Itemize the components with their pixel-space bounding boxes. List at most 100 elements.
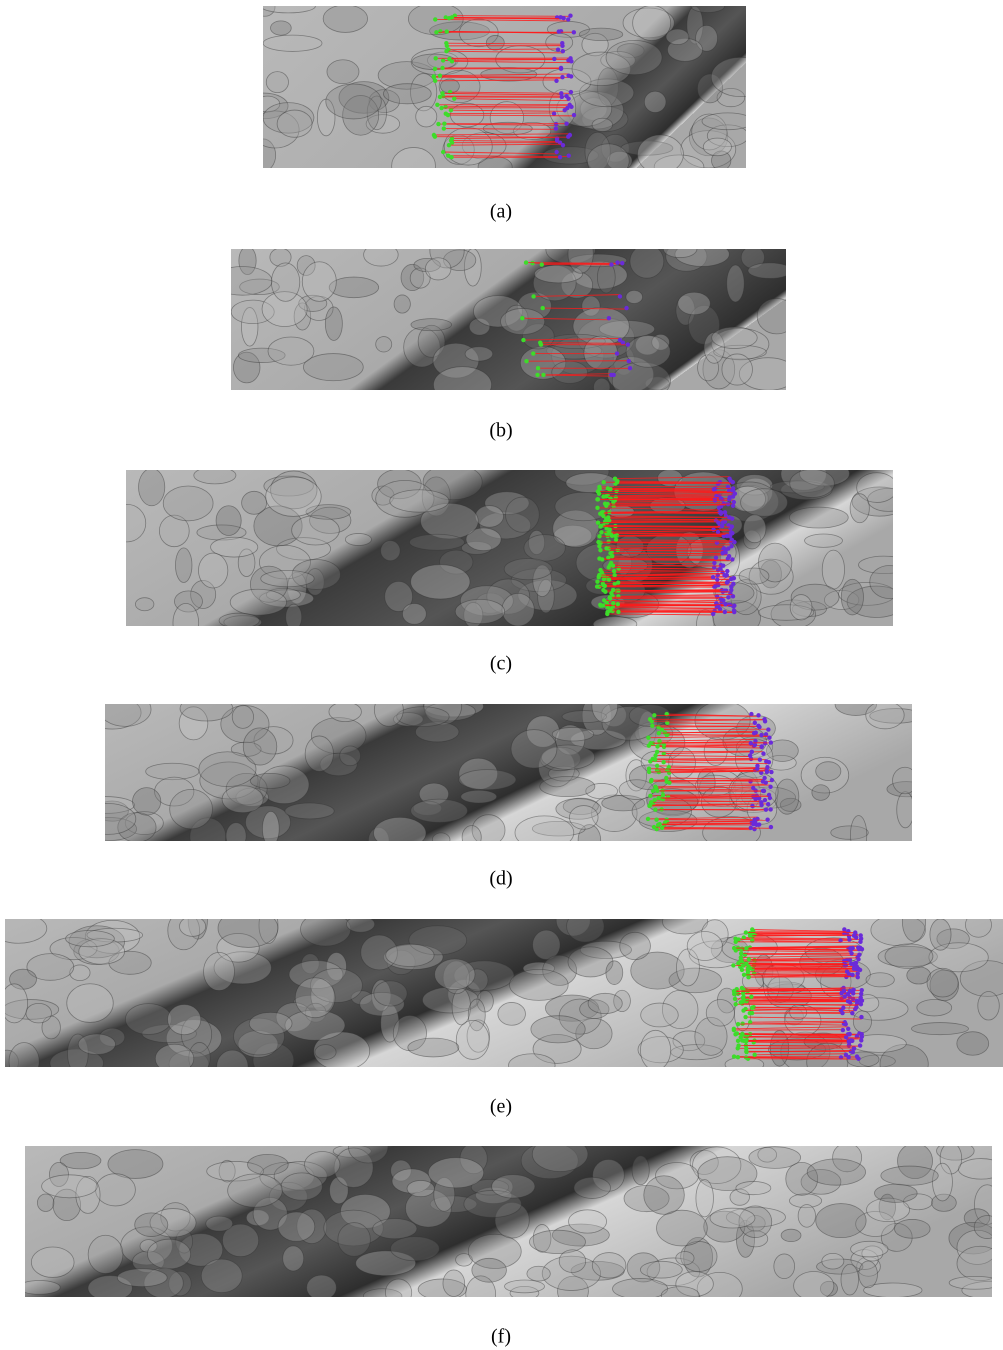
grain — [242, 491, 267, 514]
keypoint-left — [607, 595, 611, 599]
keypoint-left — [595, 506, 599, 510]
keypoint-right — [731, 594, 735, 598]
keypoint-right — [748, 753, 752, 757]
grain — [616, 536, 644, 558]
keypoint-right — [723, 610, 727, 614]
keypoint-left — [597, 534, 601, 538]
grain — [444, 128, 492, 165]
keypoint-left — [612, 573, 616, 577]
grain — [927, 968, 958, 997]
keypoint-left — [732, 1054, 736, 1058]
grain — [676, 1252, 694, 1265]
grain — [175, 548, 192, 583]
keypoint-left — [603, 590, 607, 594]
grain — [391, 1237, 440, 1261]
keypoint-right — [847, 1032, 851, 1036]
micrograph-panel — [0, 901, 1003, 1083]
grain — [385, 1279, 411, 1306]
grain — [748, 263, 792, 279]
keypoint-left — [608, 487, 612, 491]
keypoint-left — [653, 753, 657, 757]
grain — [569, 806, 598, 830]
grain — [812, 785, 830, 801]
grain — [540, 776, 595, 796]
keypoint-right — [715, 541, 719, 545]
grain — [295, 978, 335, 1018]
keypoint-right — [731, 504, 735, 508]
keypoint-right — [749, 741, 753, 745]
grain — [213, 267, 272, 296]
grain — [626, 290, 643, 303]
grain — [866, 973, 894, 987]
grain — [789, 507, 848, 528]
grain — [374, 817, 426, 848]
grain — [559, 1250, 586, 1273]
keypoint-right — [765, 765, 769, 769]
grain — [327, 60, 359, 84]
keypoint-right — [758, 758, 762, 762]
grain — [250, 773, 290, 788]
keypoint-right — [615, 260, 619, 264]
grain — [432, 833, 450, 847]
keypoint-left — [741, 999, 745, 1003]
keypoint-left — [440, 91, 444, 95]
keypoint-right — [560, 75, 564, 79]
keypoint-right — [556, 48, 560, 52]
keypoint-right — [858, 940, 862, 944]
keypoint-right — [760, 744, 764, 748]
keypoint-right — [859, 933, 863, 937]
keypoint-left — [649, 778, 653, 782]
grain — [874, 1184, 917, 1202]
grain — [248, 1154, 289, 1174]
grain — [228, 1174, 283, 1207]
keypoint-right — [860, 1035, 864, 1039]
grain — [620, 932, 651, 959]
panel-caption: (e) — [490, 1096, 512, 1118]
grain — [736, 1181, 771, 1194]
keypoint-left — [616, 566, 620, 570]
keypoint-left — [736, 1022, 740, 1026]
keypoint-right — [557, 29, 561, 33]
keypoint-right — [849, 962, 853, 966]
grain — [249, 1012, 292, 1034]
keypoint-left — [750, 1011, 754, 1015]
keypoint-right — [763, 798, 767, 802]
grain — [459, 770, 516, 790]
keypoint-right — [725, 569, 729, 573]
keypoint-right — [855, 999, 859, 1003]
keypoint-right — [723, 510, 727, 514]
grain — [348, 1131, 388, 1163]
keypoint-right — [722, 573, 726, 577]
grain — [226, 823, 246, 850]
grain — [373, 1219, 417, 1239]
keypoint-left — [744, 1050, 748, 1054]
match-line — [455, 16, 571, 17]
keypoint-left — [646, 817, 650, 821]
grain — [594, 378, 610, 396]
match-line — [752, 1008, 843, 1009]
grain — [711, 57, 769, 96]
panel-caption: (f) — [491, 1326, 511, 1348]
keypoint-left — [733, 997, 737, 1001]
keypoint-right — [561, 143, 565, 147]
keypoint-right — [749, 712, 753, 716]
keypoint-left — [750, 1006, 754, 1010]
keypoint-left — [442, 121, 446, 125]
grain — [593, 617, 637, 632]
keypoint-left — [598, 568, 602, 572]
grain — [462, 826, 481, 849]
keypoint-right — [733, 491, 737, 495]
keypoint-right — [751, 786, 755, 790]
grain — [173, 603, 199, 642]
grain — [475, 506, 503, 528]
grain — [725, 1057, 764, 1072]
keypoint-left — [441, 150, 445, 154]
match-line — [650, 719, 765, 720]
grain — [965, 912, 991, 937]
grain — [96, 1174, 136, 1206]
keypoint-left — [655, 789, 659, 793]
keypoint-right — [764, 780, 768, 784]
match-line — [613, 603, 716, 604]
grain — [805, 534, 843, 547]
grain — [515, 816, 574, 850]
